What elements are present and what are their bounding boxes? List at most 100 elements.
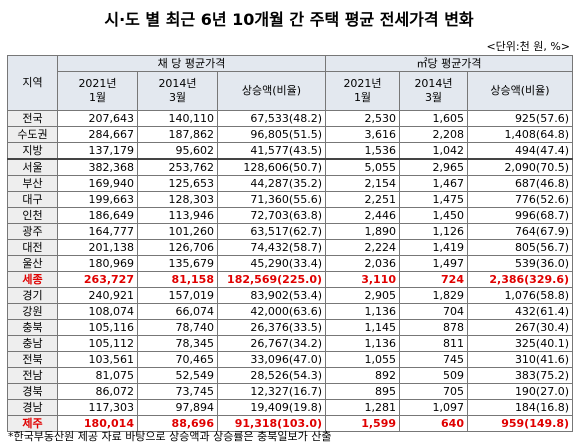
value-cell: 45,290(33.4) bbox=[217, 255, 326, 272]
value-cell: 240,921 bbox=[57, 287, 138, 304]
header-cell: 지역 bbox=[7, 55, 58, 111]
value-cell: 1,605 bbox=[399, 110, 468, 127]
value-cell: 509 bbox=[399, 367, 468, 384]
value-cell: 108,074 bbox=[57, 303, 138, 320]
region-cell: 경북 bbox=[7, 383, 58, 400]
value-cell: 184(16.8) bbox=[466, 399, 574, 416]
value-cell: 190(27.0) bbox=[466, 383, 574, 400]
table-row: 대구 199,663 128,303 71,360(55.6) 2,251 1,475 77… bbox=[7, 191, 574, 208]
value-cell: 26,376(33.5) bbox=[217, 319, 326, 336]
sub-header-line: 2014년 bbox=[158, 77, 197, 90]
table-row: 부산 169,940 125,653 44,287(35.2) 2,154 1,467 68… bbox=[7, 175, 574, 192]
sub-header: 상승액(비율) bbox=[466, 71, 574, 111]
value-cell: 1,281 bbox=[325, 399, 400, 416]
value-cell: 105,112 bbox=[57, 335, 138, 352]
table-row: 울산 180,969 135,679 45,290(33.4) 2,036 1,497 53… bbox=[7, 255, 574, 272]
value-cell: 125,653 bbox=[137, 175, 218, 192]
value-cell: 199,663 bbox=[57, 191, 138, 208]
value-cell: 44,287(35.2) bbox=[217, 175, 326, 192]
value-cell: 383(75.2) bbox=[466, 367, 574, 384]
value-cell: 2,208 bbox=[399, 126, 468, 143]
value-cell: 2,530 bbox=[325, 110, 400, 127]
value-cell: 186,649 bbox=[57, 207, 138, 224]
value-cell: 28,526(54.3) bbox=[217, 367, 326, 384]
value-cell: 201,138 bbox=[57, 239, 138, 256]
value-cell: 19,409(19.8) bbox=[217, 399, 326, 416]
value-cell: 187,862 bbox=[137, 126, 218, 143]
value-cell: 63,517(62.7) bbox=[217, 223, 326, 240]
value-cell: 113,946 bbox=[137, 207, 218, 224]
value-cell: 687(46.8) bbox=[466, 175, 574, 192]
value-cell: 382,368 bbox=[57, 158, 138, 176]
region-cell: 부산 bbox=[7, 175, 58, 192]
group-header: 채 당 평균가격 bbox=[57, 55, 326, 72]
table-row: 충북 105,116 78,740 26,376(33.5) 1,145 878 267(3… bbox=[7, 319, 574, 336]
value-cell: 704 bbox=[399, 303, 468, 320]
value-cell: 95,602 bbox=[137, 142, 218, 160]
value-cell: 41,577(43.5) bbox=[217, 142, 326, 160]
value-cell: 2,965 bbox=[399, 158, 468, 176]
value-cell: 96,805(51.5) bbox=[217, 126, 326, 143]
value-cell: 2,446 bbox=[325, 207, 400, 224]
table-row: 강원 108,074 66,074 42,000(63.6) 1,136 704 432(6… bbox=[7, 303, 574, 320]
value-cell: 101,260 bbox=[137, 223, 218, 240]
value-cell: 2,154 bbox=[325, 175, 400, 192]
value-cell: 26,767(34.2) bbox=[217, 335, 326, 352]
value-cell: 128,303 bbox=[137, 191, 218, 208]
value-cell: 5,055 bbox=[325, 158, 400, 176]
table-row: 제주 180,014 88,696 91,318(103.0) 1,599 640 959(… bbox=[7, 415, 574, 432]
table-row: 서울 382,368 253,762 128,606(50.7) 5,055 2,965 2… bbox=[7, 158, 574, 176]
region-cell: 광주 bbox=[7, 223, 58, 240]
value-cell: 1,076(58.8) bbox=[466, 287, 574, 304]
value-cell: 105,116 bbox=[57, 319, 138, 336]
value-cell: 86,072 bbox=[57, 383, 138, 400]
value-cell: 805(56.7) bbox=[466, 239, 574, 256]
value-cell: 263,727 bbox=[57, 271, 138, 288]
table-row: 세종 263,727 81,158 182,569(225.0) 3,110 724 2,3… bbox=[7, 271, 574, 288]
value-cell: 1,126 bbox=[399, 223, 468, 240]
value-cell: 1,097 bbox=[399, 399, 468, 416]
title: 시·도 별 최근 6년 10개월 간 주택 평균 전세가격 변화 bbox=[104, 10, 474, 29]
value-cell: 67,533(48.2) bbox=[217, 110, 326, 127]
value-cell: 1,599 bbox=[325, 415, 400, 432]
value-cell: 83,902(53.4) bbox=[217, 287, 326, 304]
region-cell: 서울 bbox=[7, 158, 58, 176]
value-cell: 878 bbox=[399, 319, 468, 336]
value-cell: 78,740 bbox=[137, 319, 218, 336]
value-cell: 764(67.9) bbox=[466, 223, 574, 240]
region-cell: 제주 bbox=[7, 415, 58, 432]
value-cell: 3,616 bbox=[325, 126, 400, 143]
value-cell: 66,074 bbox=[137, 303, 218, 320]
table-row: 대전 201,138 126,706 74,432(58.7) 2,224 1,419 80… bbox=[7, 239, 574, 256]
value-cell: 88,696 bbox=[137, 415, 218, 432]
region-cell: 충북 bbox=[7, 319, 58, 336]
value-cell: 494(47.4) bbox=[466, 142, 574, 160]
value-cell: 1,467 bbox=[399, 175, 468, 192]
region-cell: 울산 bbox=[7, 255, 58, 272]
table-row: 경북 86,072 73,745 12,327(16.7) 895 705 190(27.0… bbox=[7, 383, 574, 400]
value-cell: 117,303 bbox=[57, 399, 138, 416]
region-cell: 수도권 bbox=[7, 126, 58, 143]
price-table: 지역 채 당 평균가격 ㎡당 평균가격 2021년 1월 2014년 3월 상승액(비율… bbox=[7, 55, 574, 432]
value-cell: 253,762 bbox=[137, 158, 218, 176]
value-cell: 180,014 bbox=[57, 415, 138, 432]
sub-header-line: 2021년 bbox=[343, 77, 382, 90]
value-cell: 71,360(55.6) bbox=[217, 191, 326, 208]
value-cell: 1,136 bbox=[325, 335, 400, 352]
table-row: 전남 81,075 52,549 28,526(54.3) 892 509 383(75.2… bbox=[7, 367, 574, 384]
sub-header-line: 상승액(비율) bbox=[490, 84, 550, 97]
sub-header-line: 상승액(비율) bbox=[241, 84, 302, 97]
sub-header-line: 2014년 bbox=[414, 77, 453, 90]
region-cell: 세종 bbox=[7, 271, 58, 288]
value-cell: 2,224 bbox=[325, 239, 400, 256]
value-cell: 81,158 bbox=[137, 271, 218, 288]
region-cell: 경남 bbox=[7, 399, 58, 416]
value-cell: 182,569(225.0) bbox=[217, 271, 326, 288]
value-cell: 2,036 bbox=[325, 255, 400, 272]
value-cell: 169,940 bbox=[57, 175, 138, 192]
value-cell: 164,777 bbox=[57, 223, 138, 240]
value-cell: 70,465 bbox=[137, 351, 218, 368]
value-cell: 180,969 bbox=[57, 255, 138, 272]
value-cell: 925(57.6) bbox=[466, 110, 574, 127]
group-header: ㎡당 평균가격 bbox=[324, 55, 574, 72]
